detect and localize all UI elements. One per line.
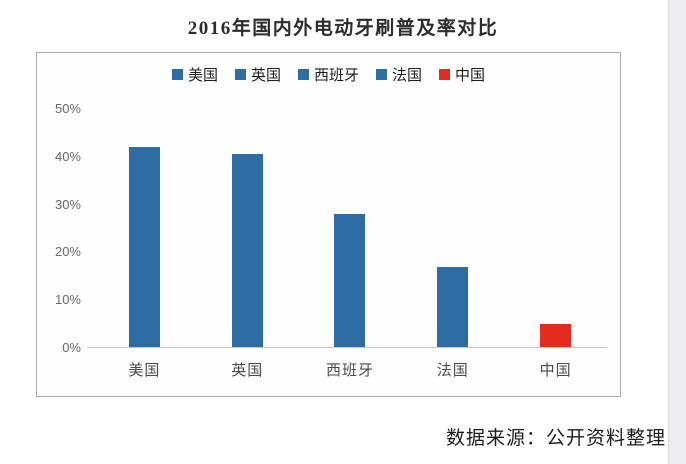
y-tick-40pct: 40% [54, 148, 81, 164]
legend: 美国 英国 西班牙 法国 中国 [37, 64, 620, 85]
y-tick-50pct: 50% [54, 101, 81, 116]
legend-item-spain: 西班牙 [297, 64, 359, 85]
x-label-usa: 美国 [128, 363, 161, 379]
bar-column-uk [196, 109, 299, 348]
chart-title: 2016年国内外电动牙刷普及率对比 [187, 18, 499, 39]
legend-swatch-china [439, 69, 451, 80]
y-tick-30pct: 30% [54, 196, 81, 212]
bar-china [540, 324, 572, 348]
bar-france [437, 266, 469, 348]
legend-label-usa: 美国 [187, 68, 218, 84]
bar-spain [334, 214, 366, 348]
scan-artifact-strip [668, 0, 686, 464]
data-source: 数据来源：公开资料整理 [445, 428, 666, 449]
legend-label-china: 中国 [455, 68, 486, 84]
bar-usa [128, 147, 160, 348]
x-label-uk: 英国 [231, 363, 264, 379]
bar-column-france [401, 109, 504, 348]
legend-label-spain: 西班牙 [313, 68, 359, 84]
legend-item-uk: 英国 [234, 64, 281, 85]
x-axis-labels: 美国 英国 西班牙 法国 中国 [93, 359, 607, 380]
legend-swatch-spain [297, 69, 309, 80]
legend-item-china: 中国 [439, 64, 485, 85]
plot-frame: 美国 英国 西班牙 法国 中国 50% 40% 30% 20% 10% 0% 美国 英国 西班牙 法国中… [36, 52, 621, 397]
y-tick-20pct: 20% [54, 244, 81, 260]
y-tick-0pct: 0% [62, 340, 81, 355]
legend-label-uk: 英国 [250, 68, 281, 84]
x-label-spain: 西班牙 [325, 363, 374, 379]
bar-column-usa [93, 109, 196, 348]
legend-swatch-usa [171, 69, 183, 80]
legend-swatch-france [376, 69, 387, 80]
x-label-france: 法国 [436, 363, 469, 379]
plot-area [87, 109, 607, 348]
legend-label-france: 法国 [392, 68, 423, 84]
y-tick-10pct: 10% [54, 292, 81, 308]
bar-uk [231, 154, 263, 348]
legend-item-usa: 美国 [171, 64, 218, 85]
bar-column-china [504, 109, 607, 348]
x-label-china: 中国 [539, 363, 572, 379]
bar-column-spain [299, 109, 402, 348]
legend-item-france: 法国 [376, 64, 422, 85]
y-axis: 50% 40% 30% 20% 10% 0% [37, 53, 85, 396]
bar-series [93, 109, 607, 348]
x-axis-line [87, 347, 607, 348]
legend-swatch-uk [234, 69, 246, 80]
